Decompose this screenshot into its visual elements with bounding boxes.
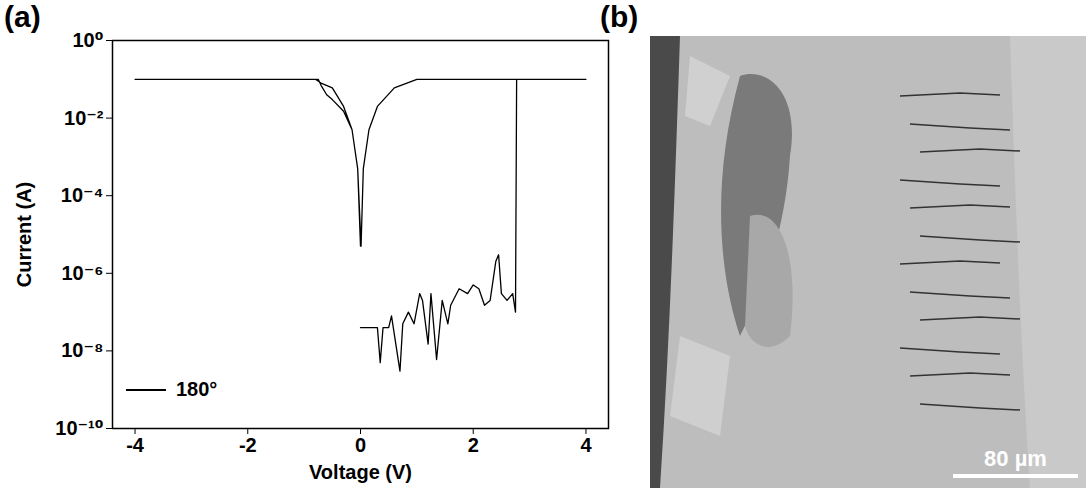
svg-text:10⁻⁸: 10⁻⁸ [61, 339, 103, 361]
svg-text:Voltage (V): Voltage (V) [309, 461, 412, 483]
svg-text:10⁰: 10⁰ [72, 29, 103, 51]
svg-text:10⁻⁶: 10⁻⁶ [61, 262, 103, 284]
html-text:80 µm: 80 µm [984, 446, 1047, 471]
svg-text:-2: -2 [239, 434, 257, 456]
svg-text:-4: -4 [126, 434, 145, 456]
svg-text:10⁻²: 10⁻² [64, 107, 104, 129]
svg-text:10⁻¹⁰: 10⁻¹⁰ [55, 417, 103, 439]
html-text:(b): (b) [600, 0, 639, 33]
svg-text:10⁻⁴: 10⁻⁴ [61, 184, 104, 206]
svg-text:Current (A): Current (A) [13, 182, 35, 288]
html-text:(a): (a) [4, 0, 41, 33]
svg-text:2: 2 [468, 434, 479, 456]
svg-text:0: 0 [355, 434, 366, 456]
svg-text:4: 4 [580, 434, 592, 456]
html-text:180°: 180° [176, 378, 218, 400]
